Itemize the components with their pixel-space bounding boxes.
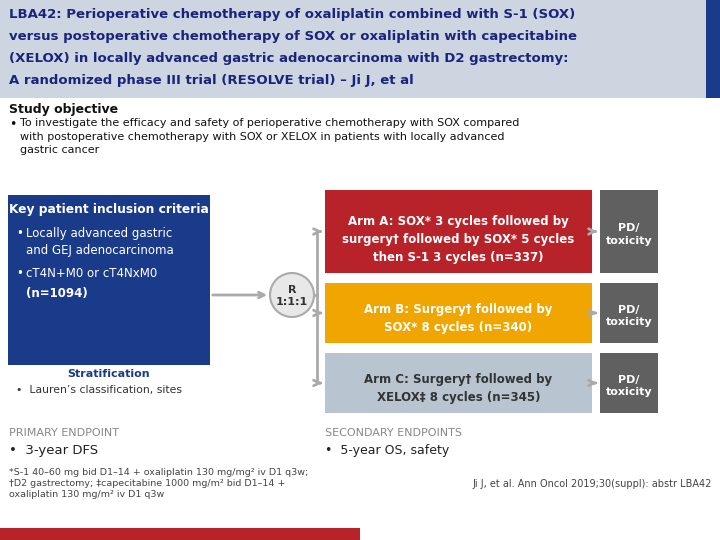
Text: •: • [9, 118, 17, 131]
Bar [325, 190, 592, 273]
Text: (XELOX) in locally advanced gastric adenocarcinoma with D2 gastrectomy:: (XELOX) in locally advanced gastric aden… [9, 52, 569, 65]
Text: A randomized phase III trial (RESOLVE trial) – Ji J, et al: A randomized phase III trial (RESOLVE tr… [9, 74, 414, 87]
Bar [706, 0, 720, 98]
Text: •  Lauren’s classification, sites: • Lauren’s classification, sites [16, 385, 182, 395]
Text: LBA42: Perioperative chemotherapy of oxaliplatin combined with S-1 (SOX): LBA42: Perioperative chemotherapy of oxa… [9, 8, 575, 21]
Text: PD/
toxicity: PD/ toxicity [606, 305, 652, 327]
Bar [600, 283, 658, 343]
Text: Arm B: Surgery† followed by
SOX* 8 cycles (n=340): Arm B: Surgery† followed by SOX* 8 cycle… [364, 303, 553, 334]
Bar [325, 283, 592, 343]
Text: Ji J, et al. Ann Oncol 2019;30(suppl): abstr LBA42: Ji J, et al. Ann Oncol 2019;30(suppl): a… [472, 479, 712, 489]
Bar [0, 528, 360, 540]
Bar [325, 353, 592, 413]
Bar [0, 0, 720, 98]
Bar [0, 98, 720, 540]
Text: •  5-year OS, safety: • 5-year OS, safety [325, 444, 449, 457]
Text: PD/
toxicity: PD/ toxicity [606, 224, 652, 246]
Text: oxaliplatin 130 mg/m² iv D1 q3w: oxaliplatin 130 mg/m² iv D1 q3w [9, 490, 164, 499]
Text: To investigate the efficacy and safety of perioperative chemotherapy with SOX co: To investigate the efficacy and safety o… [20, 118, 519, 155]
Text: Stratification: Stratification [68, 369, 150, 379]
Text: PD/
toxicity: PD/ toxicity [606, 375, 652, 397]
Text: Key patient inclusion criteria: Key patient inclusion criteria [9, 203, 209, 216]
Text: SECONDARY ENDPOINTS: SECONDARY ENDPOINTS [325, 428, 462, 438]
Text: *S-1 40–60 mg bid D1–14 + oxaliplatin 130 mg/mg² iv D1 q3w;: *S-1 40–60 mg bid D1–14 + oxaliplatin 13… [9, 468, 308, 477]
Bar [8, 195, 210, 365]
Text: •: • [16, 267, 23, 280]
Text: •  3-year DFS: • 3-year DFS [9, 444, 98, 457]
Text: †D2 gastrectomy; ‡capecitabine 1000 mg/m² bid D1–14 +: †D2 gastrectomy; ‡capecitabine 1000 mg/m… [9, 479, 285, 488]
Text: Arm C: Surgery† followed by
XELOX‡ 8 cycles (n=345): Arm C: Surgery† followed by XELOX‡ 8 cyc… [364, 373, 552, 404]
Text: (n=1094): (n=1094) [26, 287, 88, 300]
Text: PRIMARY ENDPOINT: PRIMARY ENDPOINT [9, 428, 119, 438]
Text: Locally advanced gastric
and GEJ adenocarcinoma: Locally advanced gastric and GEJ adenoca… [26, 227, 174, 257]
Text: Arm A: SOX* 3 cycles followed by
surgery† followed by SOX* 5 cycles
then S-1 3 c: Arm A: SOX* 3 cycles followed by surgery… [343, 215, 575, 265]
Text: R
1:1:1: R 1:1:1 [276, 285, 308, 307]
Text: cT4N+M0 or cT4NxM0: cT4N+M0 or cT4NxM0 [26, 267, 157, 280]
Text: Study objective: Study objective [9, 103, 118, 116]
Bar [600, 353, 658, 413]
Bar [600, 190, 658, 273]
Circle shape [270, 273, 314, 317]
Text: •: • [16, 227, 23, 240]
Text: versus postoperative chemotherapy of SOX or oxaliplatin with capecitabine: versus postoperative chemotherapy of SOX… [9, 30, 577, 43]
